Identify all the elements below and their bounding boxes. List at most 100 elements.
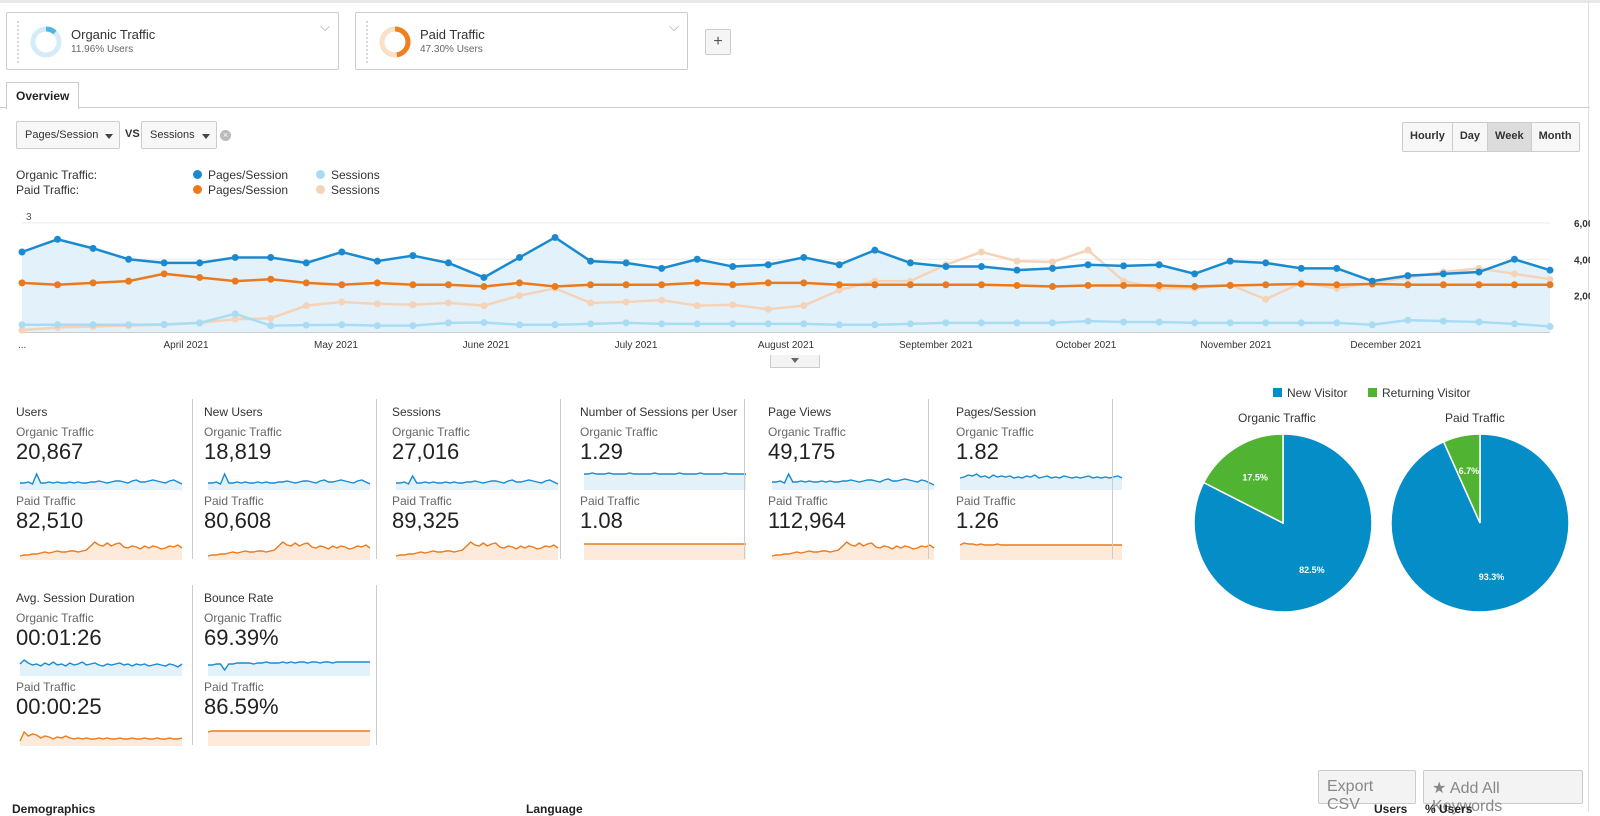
data-point[interactable] bbox=[231, 253, 239, 261]
data-point[interactable] bbox=[1191, 283, 1199, 291]
data-point[interactable] bbox=[373, 322, 381, 330]
data-point[interactable] bbox=[729, 263, 737, 271]
data-point[interactable] bbox=[196, 259, 204, 267]
data-point[interactable] bbox=[942, 319, 950, 327]
data-point[interactable] bbox=[231, 315, 239, 323]
data-point[interactable] bbox=[1013, 319, 1021, 327]
add-all-keywords-button[interactable]: ★ Add All Keywords bbox=[1423, 770, 1583, 815]
data-point[interactable] bbox=[800, 279, 808, 287]
data-point[interactable] bbox=[1333, 264, 1341, 272]
pie-slice[interactable] bbox=[1442, 433, 1481, 524]
data-point[interactable] bbox=[1439, 270, 1447, 278]
data-point[interactable] bbox=[1262, 295, 1270, 303]
data-point[interactable] bbox=[1084, 317, 1092, 325]
data-point[interactable] bbox=[693, 255, 701, 263]
data-point[interactable] bbox=[338, 298, 346, 306]
data-point[interactable] bbox=[764, 261, 772, 269]
data-point[interactable] bbox=[267, 275, 275, 283]
data-point[interactable] bbox=[835, 321, 843, 329]
data-point[interactable] bbox=[125, 277, 133, 285]
data-point[interactable] bbox=[871, 321, 879, 329]
data-point[interactable] bbox=[480, 283, 488, 291]
data-point[interactable] bbox=[800, 320, 808, 328]
secondary-metric-dropdown[interactable]: Sessions bbox=[141, 121, 217, 149]
data-point[interactable] bbox=[1191, 270, 1199, 278]
data-point[interactable] bbox=[302, 321, 310, 329]
data-point[interactable] bbox=[587, 299, 595, 307]
data-point[interactable] bbox=[1013, 257, 1021, 265]
data-point[interactable] bbox=[551, 283, 559, 291]
week-button[interactable]: Week bbox=[1488, 123, 1532, 151]
data-point[interactable] bbox=[835, 261, 843, 269]
data-point[interactable] bbox=[515, 321, 523, 329]
data-point[interactable] bbox=[444, 281, 452, 289]
primary-metric-dropdown[interactable]: Pages/Session bbox=[16, 121, 120, 149]
data-point[interactable] bbox=[1368, 321, 1376, 329]
pie-chart-organic[interactable]: 82.5% 17.5% bbox=[1192, 432, 1374, 614]
data-point[interactable] bbox=[587, 281, 595, 289]
data-point[interactable] bbox=[1510, 255, 1518, 263]
clear-icon[interactable]: × bbox=[220, 130, 231, 141]
data-point[interactable] bbox=[1226, 257, 1234, 265]
data-point[interactable] bbox=[1049, 258, 1057, 266]
data-point[interactable] bbox=[54, 281, 62, 289]
data-point[interactable] bbox=[764, 305, 772, 313]
month-button[interactable]: Month bbox=[1531, 123, 1579, 151]
data-point[interactable] bbox=[551, 233, 559, 241]
data-point[interactable] bbox=[906, 320, 914, 328]
data-point[interactable] bbox=[1404, 272, 1412, 280]
data-point[interactable] bbox=[906, 259, 914, 267]
data-point[interactable] bbox=[1262, 319, 1270, 327]
data-point[interactable] bbox=[942, 263, 950, 271]
data-point[interactable] bbox=[1368, 277, 1376, 285]
data-point[interactable] bbox=[1404, 281, 1412, 289]
data-point[interactable] bbox=[409, 301, 417, 309]
data-point[interactable] bbox=[1262, 281, 1270, 289]
data-point[interactable] bbox=[160, 270, 168, 278]
data-point[interactable] bbox=[977, 319, 985, 327]
data-point[interactable] bbox=[1404, 316, 1412, 324]
data-point[interactable] bbox=[373, 300, 381, 308]
data-point[interactable] bbox=[18, 326, 26, 334]
data-point[interactable] bbox=[196, 319, 204, 327]
data-point[interactable] bbox=[196, 273, 204, 281]
data-point[interactable] bbox=[444, 299, 452, 307]
data-point[interactable] bbox=[1333, 281, 1341, 289]
data-point[interactable] bbox=[658, 281, 666, 289]
data-point[interactable] bbox=[1475, 318, 1483, 326]
data-point[interactable] bbox=[267, 322, 275, 330]
data-point[interactable] bbox=[1510, 281, 1518, 289]
data-point[interactable] bbox=[231, 277, 239, 285]
data-point[interactable] bbox=[1262, 259, 1270, 267]
data-point[interactable] bbox=[231, 310, 239, 318]
pie-slice[interactable] bbox=[1202, 433, 1284, 525]
data-point[interactable] bbox=[373, 279, 381, 287]
data-point[interactable] bbox=[1546, 323, 1554, 331]
data-point[interactable] bbox=[693, 279, 701, 287]
pie-chart-paid[interactable]: 93.3% 6.7% bbox=[1389, 432, 1571, 614]
data-point[interactable] bbox=[977, 281, 985, 289]
data-point[interactable] bbox=[693, 320, 701, 328]
chart-collapse-handle[interactable] bbox=[770, 355, 820, 368]
data-point[interactable] bbox=[1013, 281, 1021, 289]
data-point[interactable] bbox=[409, 281, 417, 289]
chevron-down-icon[interactable]: ⌵ bbox=[669, 19, 679, 34]
data-point[interactable] bbox=[444, 319, 452, 327]
drag-handle-icon[interactable] bbox=[17, 21, 23, 63]
data-point[interactable] bbox=[1297, 264, 1305, 272]
data-point[interactable] bbox=[1120, 281, 1128, 289]
data-point[interactable] bbox=[871, 246, 879, 254]
data-point[interactable] bbox=[1084, 246, 1092, 254]
data-point[interactable] bbox=[1049, 319, 1057, 327]
data-point[interactable] bbox=[1155, 318, 1163, 326]
tab-overview[interactable]: Overview bbox=[6, 82, 80, 110]
data-point[interactable] bbox=[1049, 264, 1057, 272]
add-segment-button[interactable]: + bbox=[705, 29, 731, 55]
data-point[interactable] bbox=[658, 320, 666, 328]
data-point[interactable] bbox=[1546, 281, 1554, 289]
data-point[interactable] bbox=[18, 321, 26, 329]
data-point[interactable] bbox=[1439, 281, 1447, 289]
data-point[interactable] bbox=[1155, 261, 1163, 269]
segment-card-paid[interactable]: Paid Traffic 47.30% Users ⌵ bbox=[355, 12, 688, 70]
data-point[interactable] bbox=[1546, 266, 1554, 274]
